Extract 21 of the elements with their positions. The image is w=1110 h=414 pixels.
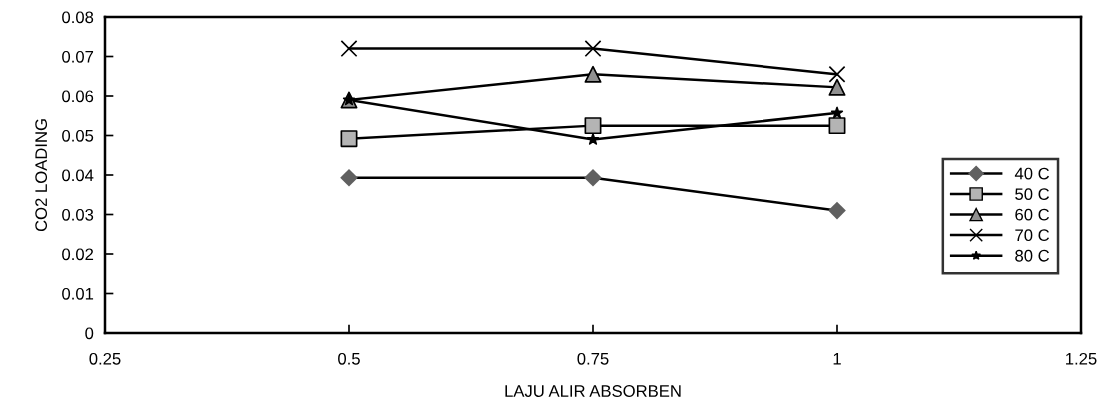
y-tick-label: 0.07 — [62, 50, 94, 63]
x-axis-title: LAJU ALIR ABSORBEN — [505, 385, 681, 397]
y-tick-label: 0.08 — [62, 11, 94, 24]
x-tick-label: 0.25 — [89, 352, 121, 365]
x-tick-label: 1.25 — [1066, 352, 1097, 365]
x-tick-label: 0.5 — [338, 352, 360, 365]
legend-label: 80 C — [1015, 249, 1050, 262]
y-tick-label: 0.02 — [62, 248, 94, 261]
x-tick-label: 1 — [833, 353, 841, 365]
y-tick-label: 0 — [85, 327, 94, 340]
y-tick-label: 0.03 — [62, 208, 94, 221]
legend-label: 40 C — [1014, 167, 1050, 180]
y-tick-label: 0.04 — [62, 169, 94, 182]
y-axis-title: CO2 LOADING — [35, 119, 48, 232]
y-tick-label: 0.01 — [62, 287, 94, 300]
legend-label: 50 C — [1015, 188, 1050, 201]
y-tick-label: 0.05 — [62, 129, 94, 142]
x-tick-label: 0.75 — [577, 352, 609, 365]
legend-label: 70 C — [1015, 229, 1050, 242]
legend-label: 60 C — [1015, 208, 1050, 221]
y-tick-label: 0.06 — [62, 90, 94, 103]
